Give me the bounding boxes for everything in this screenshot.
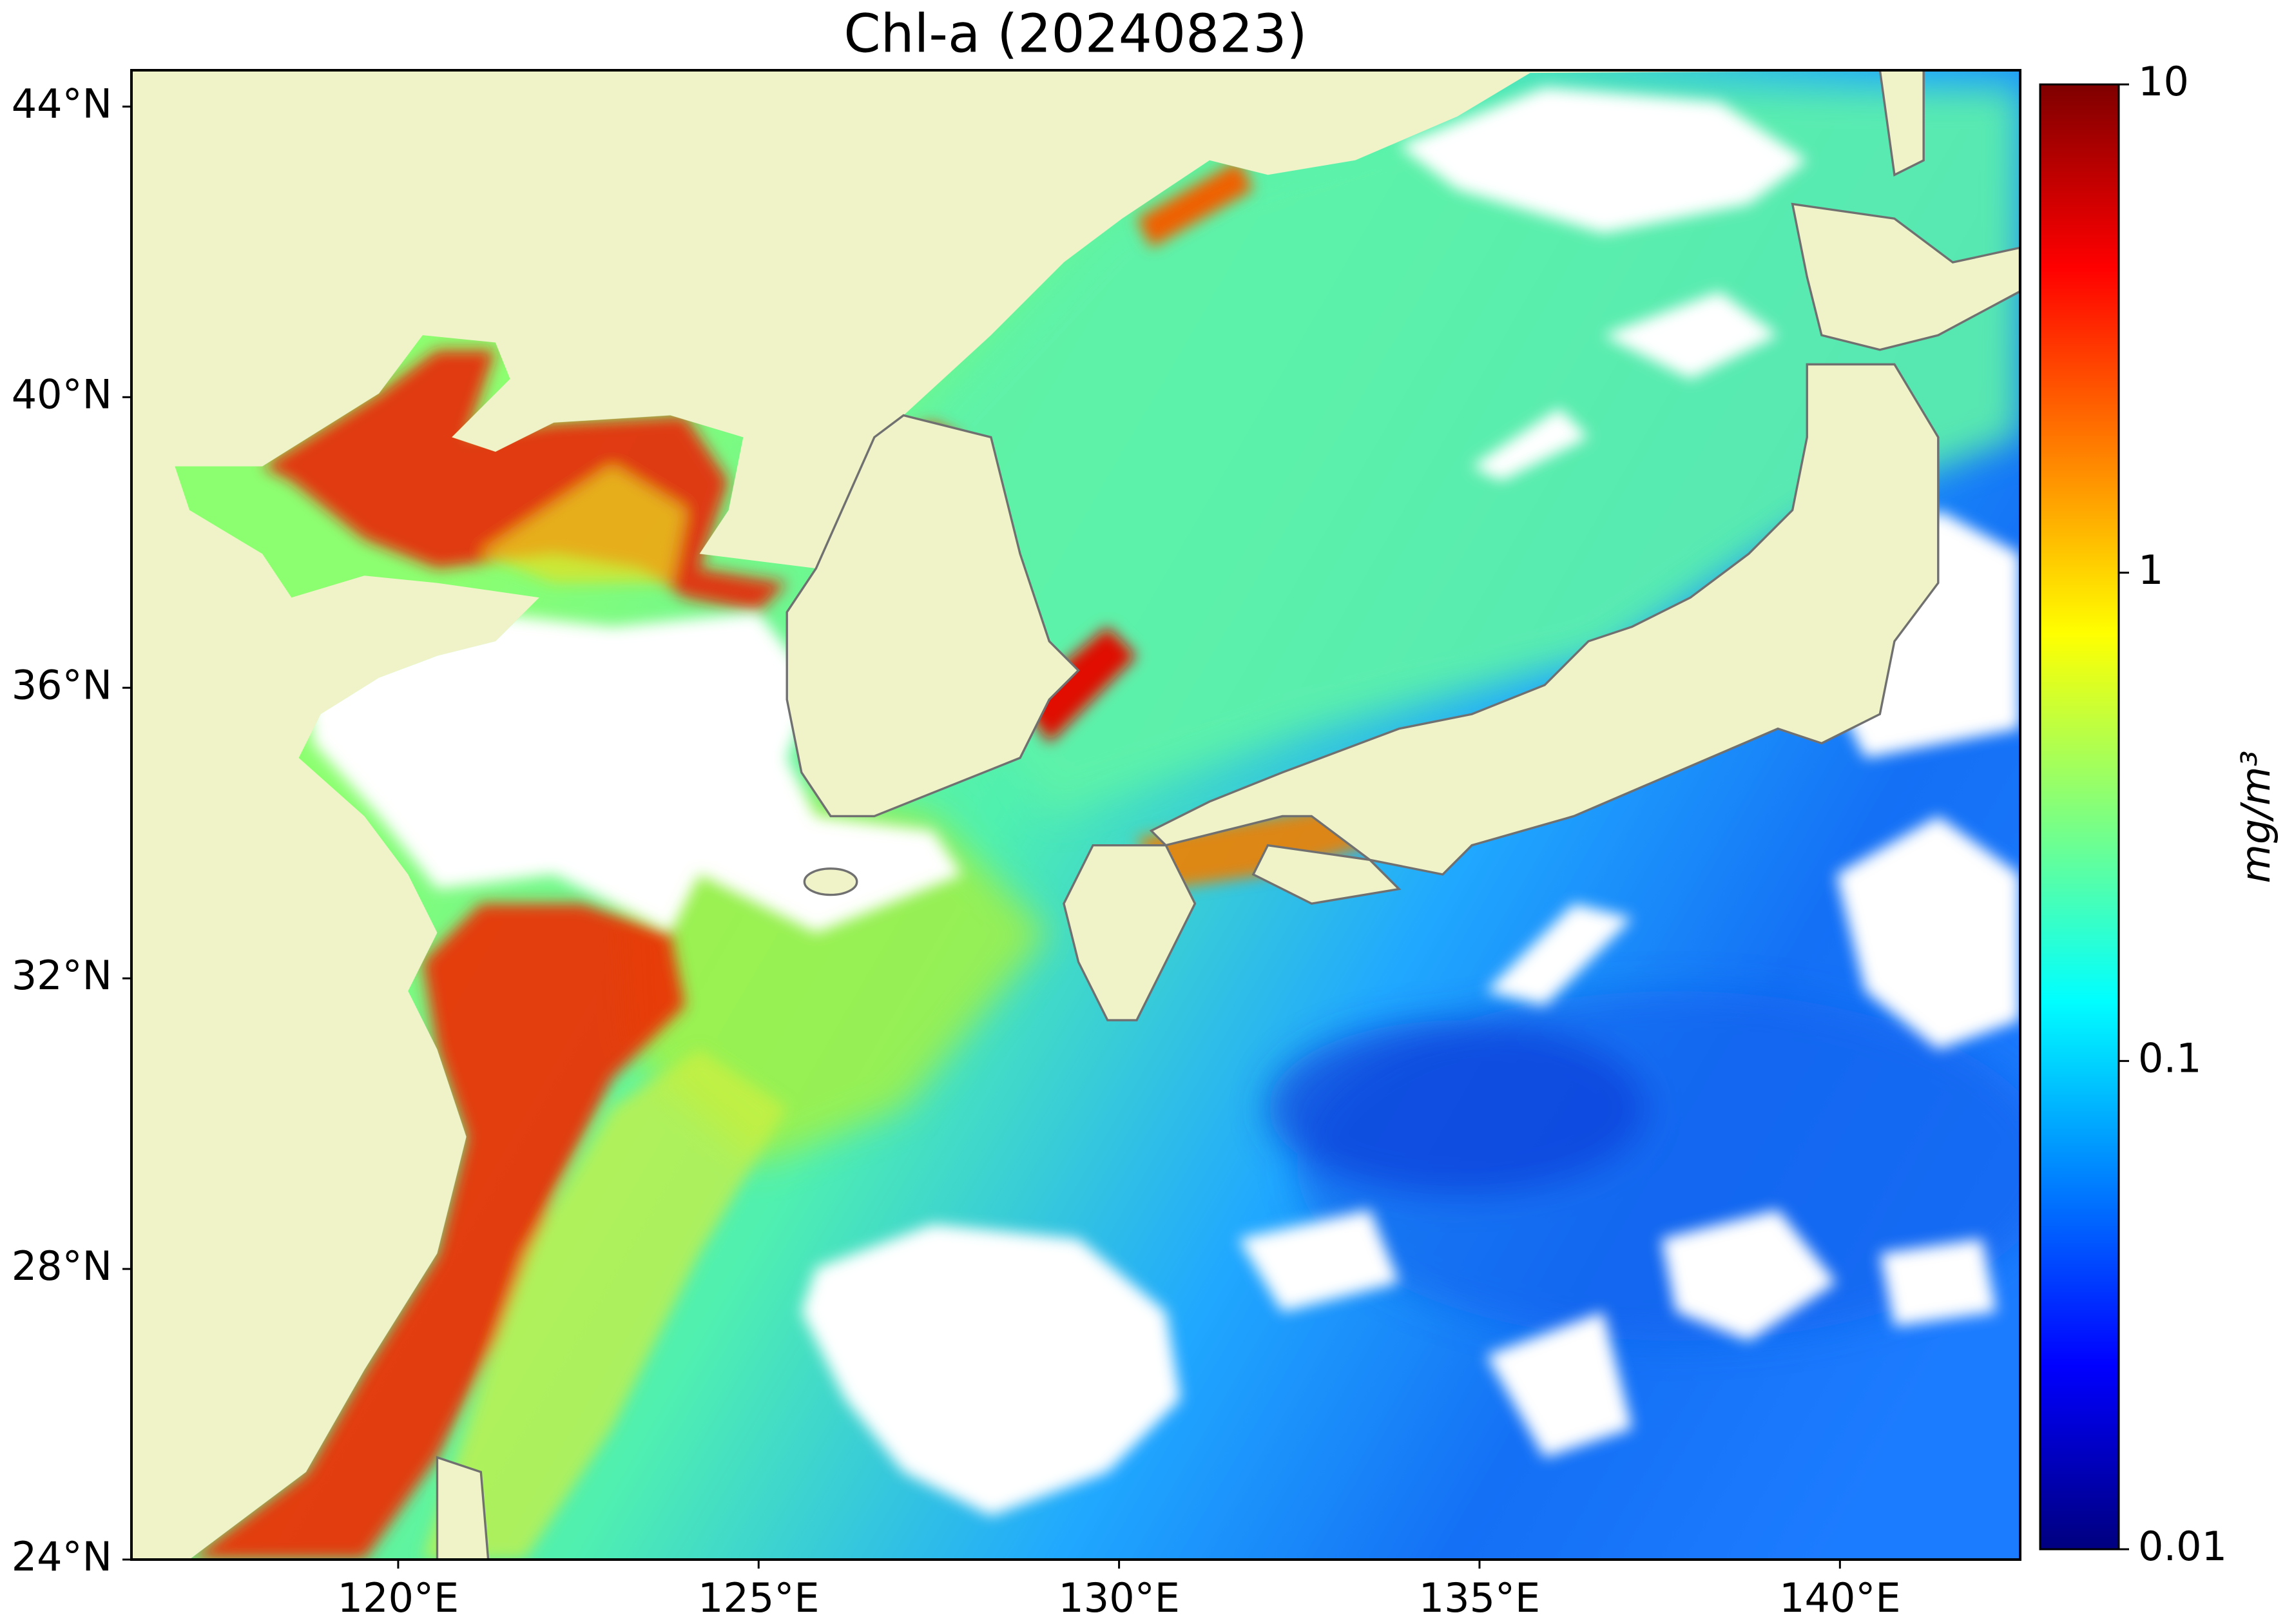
colorbar-tick-label: 0.1 bbox=[2138, 1034, 2202, 1081]
y-tick-label: 32°N bbox=[12, 952, 112, 999]
map bbox=[131, 70, 2020, 1560]
chart-title: Chl-a (20240823) bbox=[844, 3, 1307, 64]
x-tick-label: 140°E bbox=[1779, 1574, 1901, 1621]
x-tick-label: 120°E bbox=[338, 1574, 459, 1621]
x-tick-label: 130°E bbox=[1058, 1574, 1180, 1621]
islands bbox=[436, 70, 2020, 1560]
y-tick-label: 28°N bbox=[12, 1242, 112, 1290]
plot-frame bbox=[130, 69, 2021, 1561]
x-tick-label: 135°E bbox=[1419, 1574, 1541, 1621]
colorbar-tick-label: 1 bbox=[2138, 546, 2163, 594]
x-tick-label: 125°E bbox=[698, 1574, 820, 1621]
y-tick-label: 36°N bbox=[12, 661, 112, 708]
y-tick-label: 40°N bbox=[12, 371, 112, 418]
colorbar-label: mg/m³ bbox=[2232, 751, 2279, 884]
colorbar bbox=[2039, 83, 2120, 1551]
colorbar-tick-label: 10 bbox=[2138, 58, 2189, 105]
y-tick-label: 24°N bbox=[12, 1533, 112, 1580]
y-tick-label: 44°N bbox=[12, 80, 112, 127]
colorbar-tick-label: 0.01 bbox=[2138, 1523, 2227, 1570]
